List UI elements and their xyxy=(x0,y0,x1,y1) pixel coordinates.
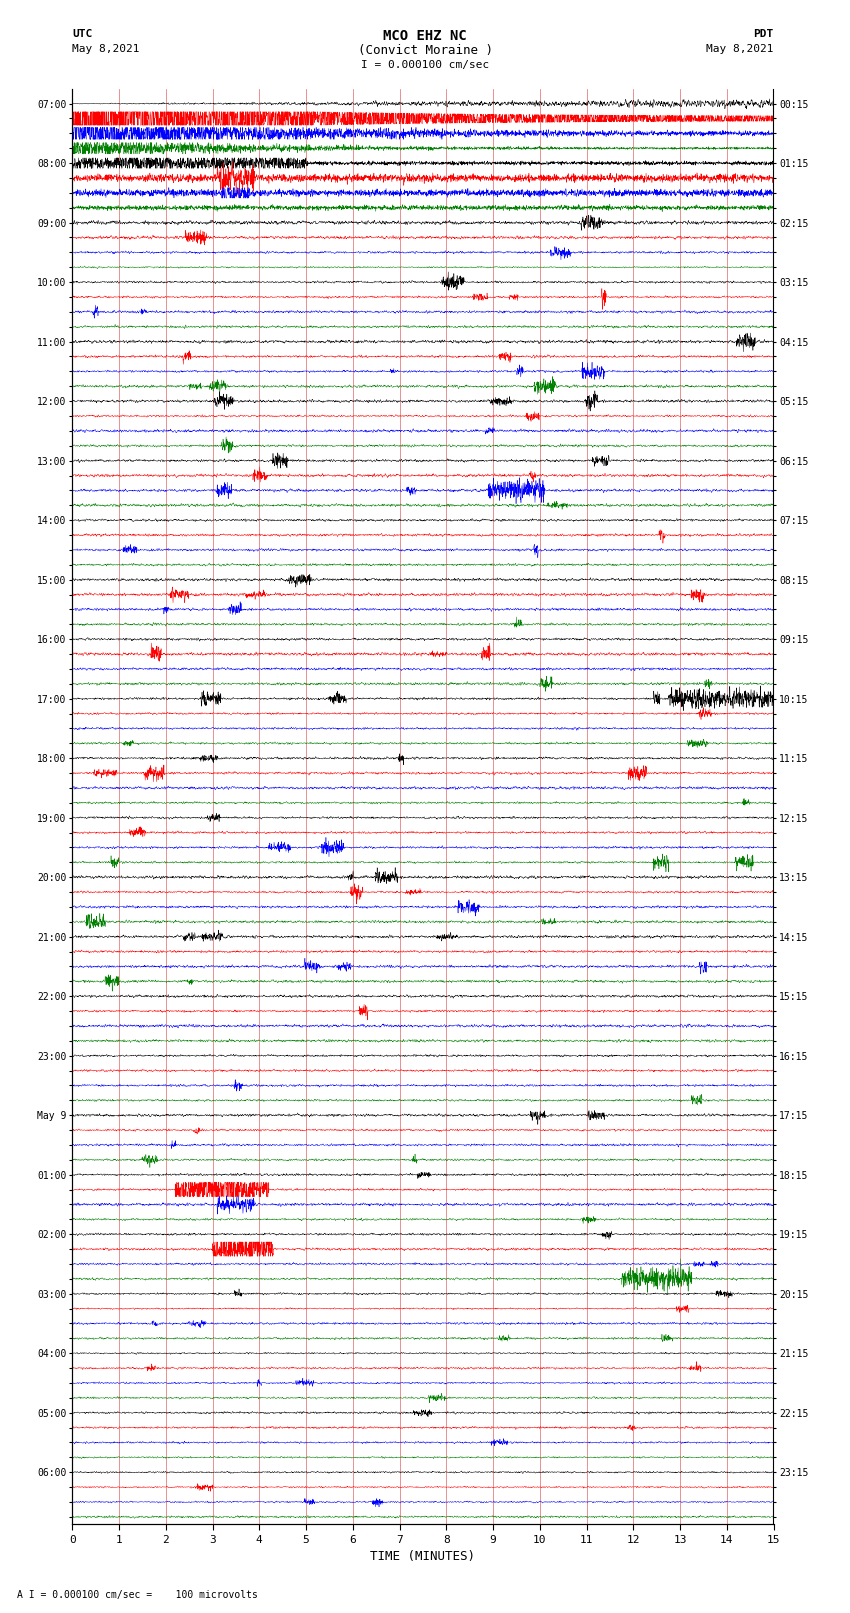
Text: May 8,2021: May 8,2021 xyxy=(72,44,139,53)
Text: (Convict Moraine ): (Convict Moraine ) xyxy=(358,44,492,56)
Text: A I = 0.000100 cm/sec =    100 microvolts: A I = 0.000100 cm/sec = 100 microvolts xyxy=(17,1590,258,1600)
Text: UTC: UTC xyxy=(72,29,93,39)
Text: PDT: PDT xyxy=(753,29,774,39)
Text: MCO EHZ NC: MCO EHZ NC xyxy=(383,29,467,44)
Text: May 8,2021: May 8,2021 xyxy=(706,44,774,53)
X-axis label: TIME (MINUTES): TIME (MINUTES) xyxy=(371,1550,475,1563)
Text: I = 0.000100 cm/sec: I = 0.000100 cm/sec xyxy=(361,60,489,69)
